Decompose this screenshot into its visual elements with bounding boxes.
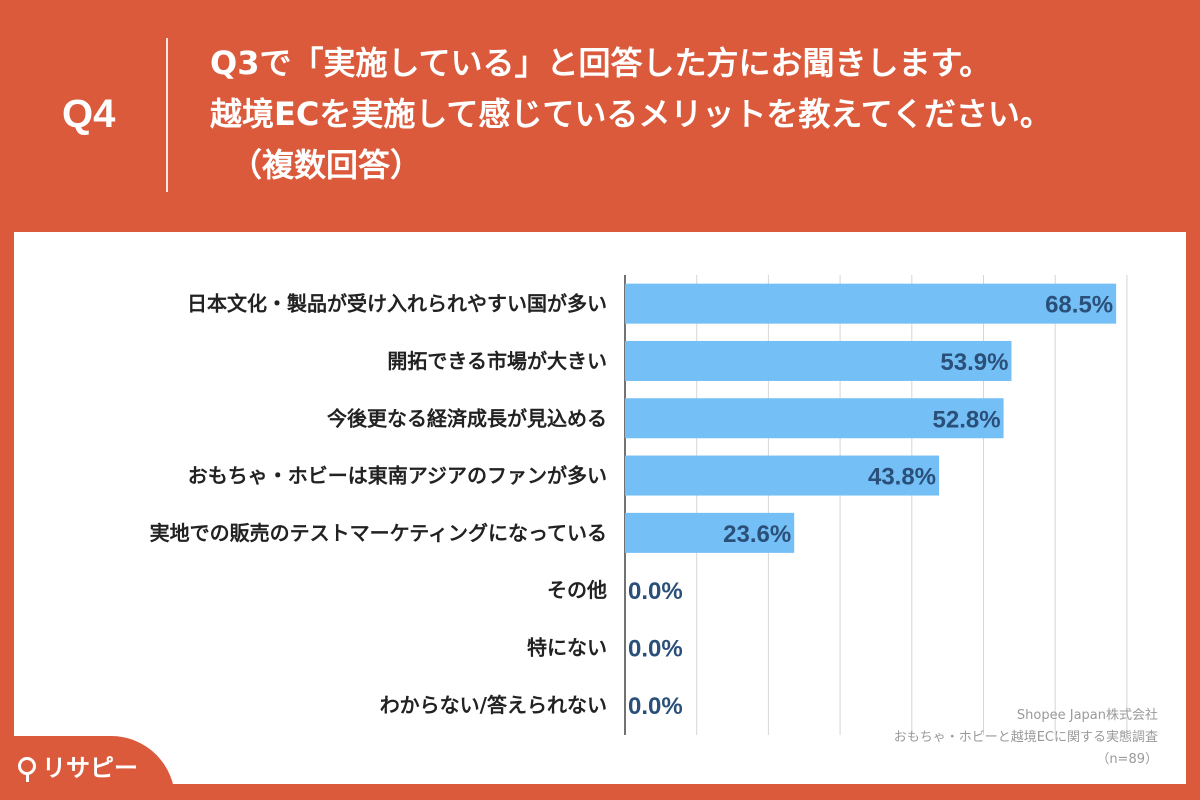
data-label: 0.0% bbox=[628, 693, 683, 720]
data-label: 0.0% bbox=[628, 635, 683, 662]
data-label: 53.9% bbox=[940, 349, 1008, 376]
bar-chart: 日本文化・製品が受け入れられやすい国が多い 68.5% 開拓できる市場が大きい 53.… bbox=[150, 275, 1128, 735]
category-label: わからない/答えられない bbox=[380, 693, 607, 717]
bar bbox=[625, 455, 940, 496]
question-line-3: （複数回答） bbox=[230, 146, 423, 184]
header-divider bbox=[166, 38, 168, 192]
category-label: 日本文化・製品が受け入れられやすい国が多い bbox=[187, 292, 607, 316]
category-label: 特にない bbox=[527, 635, 607, 659]
bar bbox=[625, 283, 1117, 324]
source-company: Shopee Japan株式会社 bbox=[1016, 708, 1158, 723]
question-line-1: Q3で「実施している」と回答した方にお聞きします。 bbox=[210, 44, 992, 82]
source-note: Shopee Japan株式会社 おもちゃ・ホビーと越境ECに関する実態調査 （… bbox=[894, 705, 1158, 771]
category-label: 開拓できる市場が大きい bbox=[387, 349, 607, 373]
bar bbox=[625, 512, 795, 553]
data-label: 43.8% bbox=[868, 464, 936, 491]
question-line-2: 越境ECを実施して感じているメリットを教えてください。 bbox=[210, 95, 1052, 133]
data-label: 52.8% bbox=[933, 406, 1001, 433]
source-sample: （n=89） bbox=[1096, 752, 1158, 767]
data-label: 23.6% bbox=[723, 521, 791, 548]
source-survey: おもちゃ・ホビーと越境ECに関する実態調査 bbox=[893, 730, 1158, 745]
brand-logo: リサピー bbox=[18, 748, 138, 783]
category-label: 実地での販売のテストマーケティングになっている bbox=[150, 521, 607, 545]
category-label: 今後更なる経済成長が見込める bbox=[327, 406, 607, 430]
question-header: Q4 Q3で「実施している」と回答した方にお聞きします。 越境ECを実施して感じ… bbox=[0, 0, 1200, 230]
question-number: Q4 bbox=[62, 92, 116, 136]
data-label: 68.5% bbox=[1045, 292, 1113, 319]
bar bbox=[625, 340, 1012, 381]
question-text: Q3で「実施している」と回答した方にお聞きします。 越境ECを実施して感じている… bbox=[210, 38, 1170, 191]
chart-panel: 日本文化・製品が受け入れられやすい国が多い 68.5% 開拓できる市場が大きい 53.… bbox=[14, 232, 1186, 784]
logo-text: リサピー bbox=[42, 754, 138, 782]
category-label: おもちゃ・ホビーは東南アジアのファンが多い bbox=[188, 464, 607, 488]
data-label: 0.0% bbox=[628, 578, 683, 605]
search-icon bbox=[18, 756, 36, 782]
category-label: その他 bbox=[547, 578, 607, 602]
bar bbox=[625, 398, 1004, 439]
